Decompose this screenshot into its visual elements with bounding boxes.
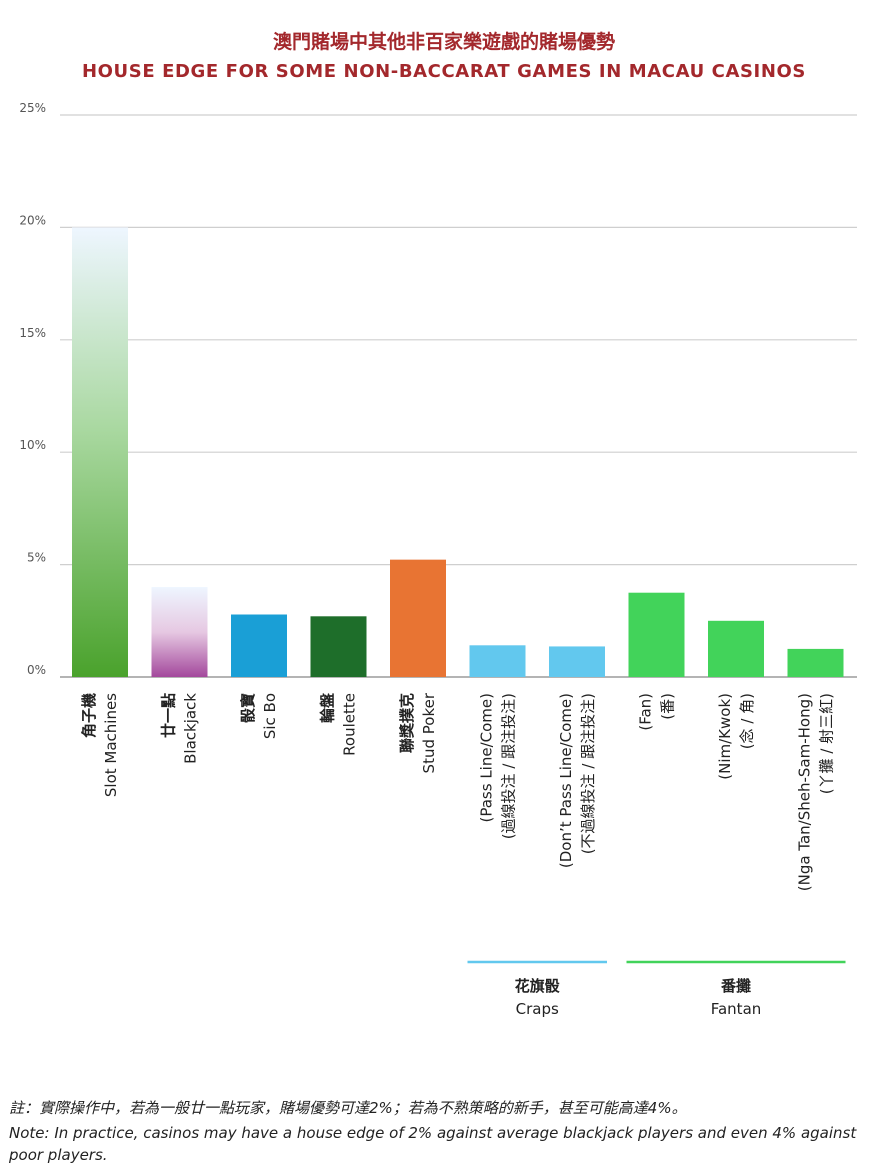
bar bbox=[390, 559, 446, 677]
bar bbox=[469, 645, 526, 677]
category-label-line: Slot Machines bbox=[102, 693, 120, 797]
bar bbox=[72, 227, 128, 677]
category-label-line: Sic Bo bbox=[261, 693, 279, 739]
category-label-line: (番) bbox=[659, 693, 677, 720]
category-label: (Fan) (番) bbox=[637, 693, 677, 731]
category-label: 輪盤 Roulette bbox=[319, 692, 359, 756]
bar bbox=[549, 646, 605, 677]
category-label: (Don’t Pass Line/Come) (不過線投注 / 跟注投注) bbox=[557, 693, 597, 868]
category-label-line: (丫攤 / 射三紅) bbox=[818, 693, 836, 794]
category-label: 骰寶 Sic Bo bbox=[239, 693, 279, 739]
category-label-line: 輪盤 bbox=[319, 692, 337, 723]
bar bbox=[628, 592, 685, 677]
y-tick-label: 20% bbox=[19, 213, 46, 227]
category-label-line: (過線投注 / 跟注投注) bbox=[500, 693, 518, 839]
category-label-line: 聯獎撲克 bbox=[398, 693, 416, 753]
y-tick-label: 15% bbox=[19, 326, 46, 340]
category-label-line: 骰寶 bbox=[239, 693, 257, 723]
y-tick-label: 25% bbox=[19, 101, 46, 115]
bars bbox=[72, 227, 844, 677]
category-label-line: (Don’t Pass Line/Come) bbox=[557, 693, 575, 868]
category-label-line: (Nga Tan/Sheh-Sam-Hong) bbox=[796, 693, 814, 891]
chart-title-english: HOUSE EDGE FOR SOME NON-BACCARAT GAMES I… bbox=[81, 61, 806, 82]
category-label: (Pass Line/Come) (過線投注 / 跟注投注) bbox=[478, 693, 518, 839]
bar bbox=[708, 620, 764, 677]
y-axis-ticks: 0% 5% 10% 15% 20% 25% bbox=[19, 101, 46, 677]
y-tick-label: 5% bbox=[27, 551, 46, 565]
category-label-line: Roulette bbox=[341, 693, 359, 756]
category-label: 廿一點 Blackjack bbox=[160, 693, 200, 764]
chart-title-chinese: 澳門賭場中其他非百家樂遊戲的賭場優勢 bbox=[272, 31, 615, 53]
group-label-english: Craps bbox=[516, 1000, 559, 1018]
category-label-line: 角子機 bbox=[80, 693, 98, 738]
footnote-english: Note: In practice, casinos may have a ho… bbox=[9, 1124, 857, 1164]
category-label: 角子機 Slot Machines bbox=[80, 693, 120, 797]
category-label-line: (Pass Line/Come) bbox=[478, 693, 496, 822]
bar bbox=[231, 614, 287, 677]
bar bbox=[310, 616, 367, 677]
footnote-chinese: 註：實際操作中，若為一般廿一點玩家，賭場優勢可達2%；若為不熟策略的新手，甚至可… bbox=[9, 1099, 687, 1117]
category-label: 聯獎撲克 Stud Poker bbox=[398, 692, 438, 773]
y-tick-label: 10% bbox=[19, 438, 46, 452]
bar-chart: 0% 5% 10% 15% 20% 25% 角子機 Slot Machines 廿一點 Blac… bbox=[19, 101, 857, 1018]
bar bbox=[787, 648, 844, 677]
category-label-line: 廿一點 bbox=[160, 693, 178, 738]
category-label-line: (不過線投注 / 跟注投注) bbox=[579, 693, 597, 854]
group-label-english: Fantan bbox=[711, 1000, 762, 1018]
category-label-line: Blackjack bbox=[182, 693, 200, 764]
category-label-line: (Fan) bbox=[637, 693, 655, 731]
group-label-chinese: 花旗骰 bbox=[515, 977, 560, 995]
group-label-chinese: 番攤 bbox=[720, 977, 751, 995]
y-tick-label: 0% bbox=[27, 663, 46, 677]
category-label: (Nga Tan/Sheh-Sam-Hong) (丫攤 / 射三紅) bbox=[796, 693, 836, 891]
group-brackets: 花旗骰 Craps 番攤 Fantan bbox=[467, 960, 846, 1018]
category-labels: 角子機 Slot Machines 廿一點 Blackjack 骰寶 Sic Bo 輪盤 Ro… bbox=[80, 692, 836, 891]
bar bbox=[151, 587, 208, 677]
category-label-line: (Nim/Kwok) bbox=[716, 693, 734, 780]
category-label-line: (念 / 角) bbox=[738, 693, 756, 749]
category-label-line: Stud Poker bbox=[420, 692, 438, 773]
category-label: (Nim/Kwok) (念 / 角) bbox=[716, 693, 756, 780]
